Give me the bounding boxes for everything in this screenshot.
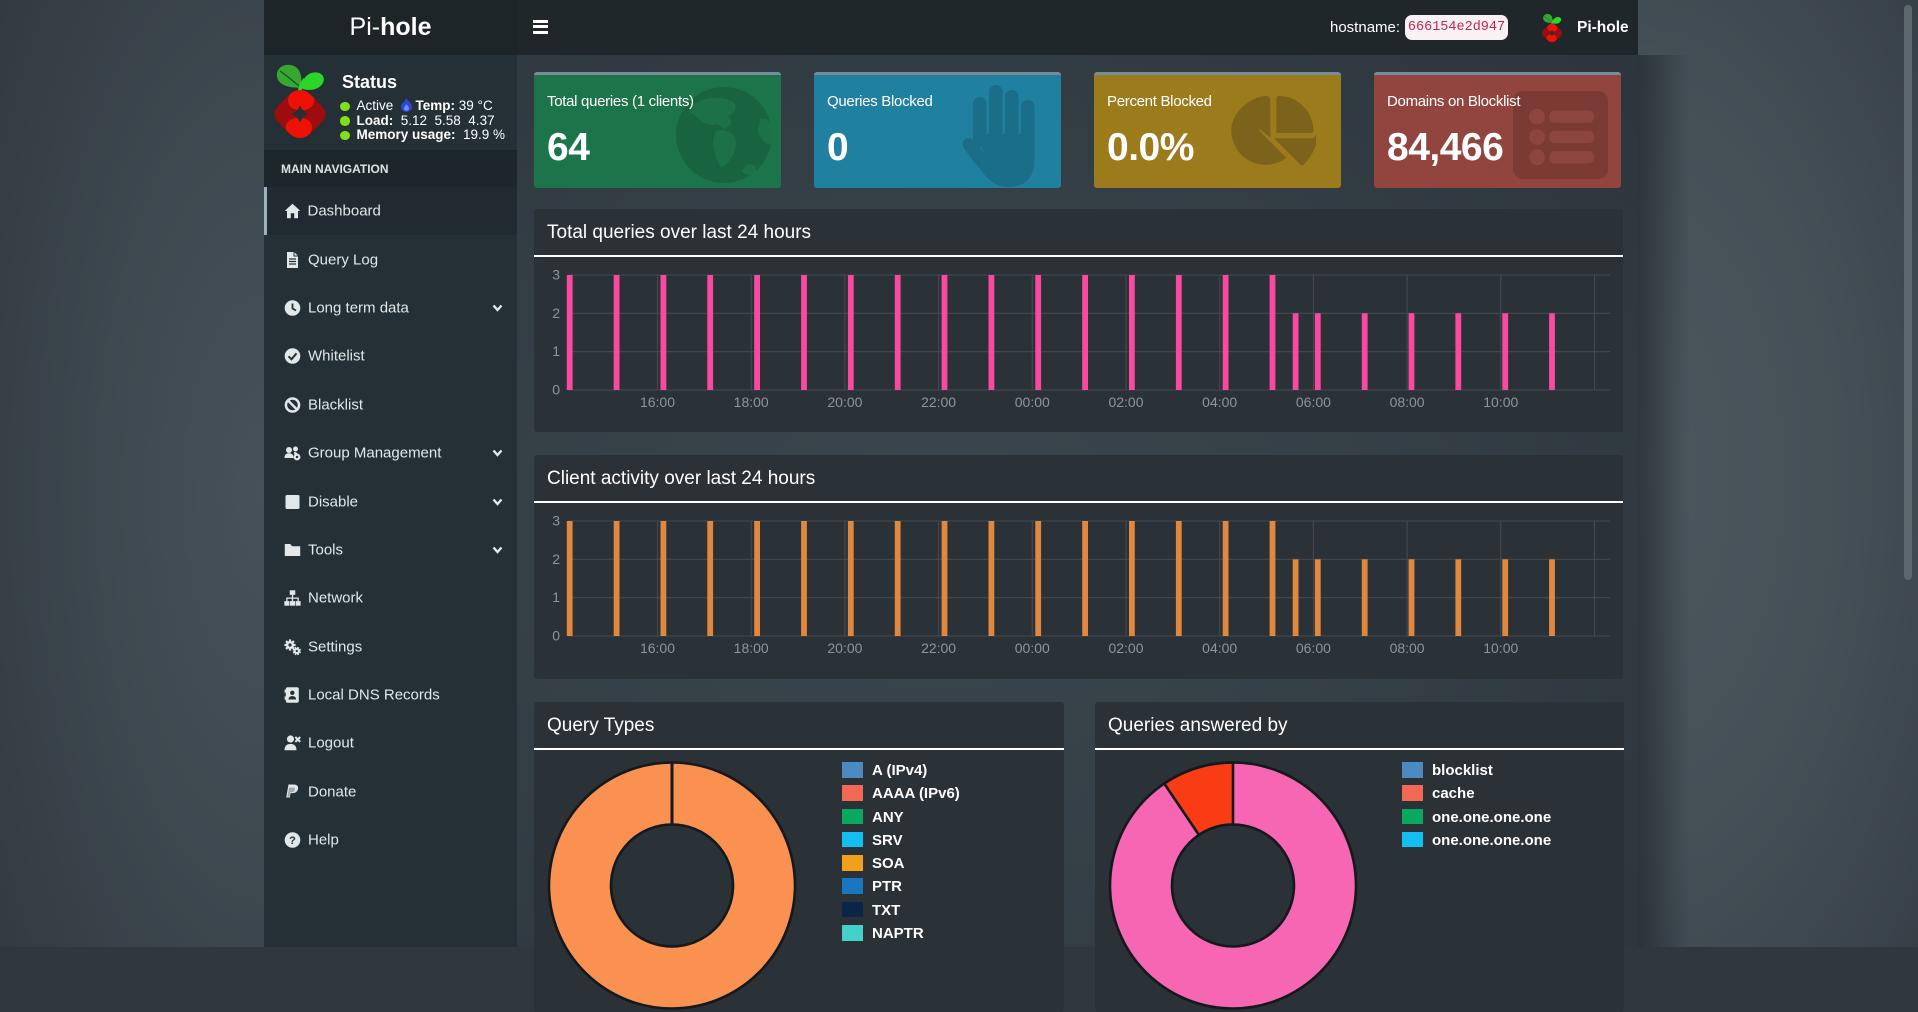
svg-text:1: 1 xyxy=(552,589,560,605)
svg-text:06:00: 06:00 xyxy=(1296,394,1331,410)
svg-text:20:00: 20:00 xyxy=(827,640,862,656)
svg-text:20:00: 20:00 xyxy=(827,394,862,410)
svg-text:?: ? xyxy=(289,835,296,847)
svg-text:18:00: 18:00 xyxy=(734,640,769,656)
svg-text:10:00: 10:00 xyxy=(1483,640,1518,656)
svg-text:08:00: 08:00 xyxy=(1390,394,1425,410)
svg-text:04:00: 04:00 xyxy=(1202,394,1237,410)
svg-text:02:00: 02:00 xyxy=(1108,394,1143,410)
svg-text:0: 0 xyxy=(552,628,560,644)
svg-text:02:00: 02:00 xyxy=(1108,640,1143,656)
svg-text:00:00: 00:00 xyxy=(1015,640,1050,656)
svg-text:18:00: 18:00 xyxy=(734,394,769,410)
svg-text:2: 2 xyxy=(552,551,560,567)
svg-text:22:00: 22:00 xyxy=(921,394,956,410)
svg-text:1: 1 xyxy=(552,343,560,359)
svg-text:2: 2 xyxy=(552,305,560,321)
svg-text:16:00: 16:00 xyxy=(640,394,675,410)
svg-text:08:00: 08:00 xyxy=(1390,640,1425,656)
svg-text:06:00: 06:00 xyxy=(1296,640,1331,656)
svg-text:3: 3 xyxy=(552,267,560,283)
svg-text:16:00: 16:00 xyxy=(640,640,675,656)
svg-text:10:00: 10:00 xyxy=(1483,394,1518,410)
svg-text:0: 0 xyxy=(552,382,560,398)
svg-text:22:00: 22:00 xyxy=(921,640,956,656)
svg-text:00:00: 00:00 xyxy=(1015,394,1050,410)
svg-text:3: 3 xyxy=(552,513,560,529)
svg-text:04:00: 04:00 xyxy=(1202,640,1237,656)
